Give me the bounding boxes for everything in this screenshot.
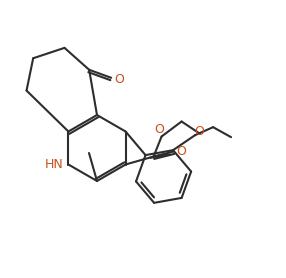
Text: O: O (155, 123, 164, 136)
Text: HN: HN (45, 158, 64, 171)
Text: O: O (114, 73, 124, 86)
Text: O: O (194, 125, 204, 138)
Text: O: O (177, 145, 186, 158)
